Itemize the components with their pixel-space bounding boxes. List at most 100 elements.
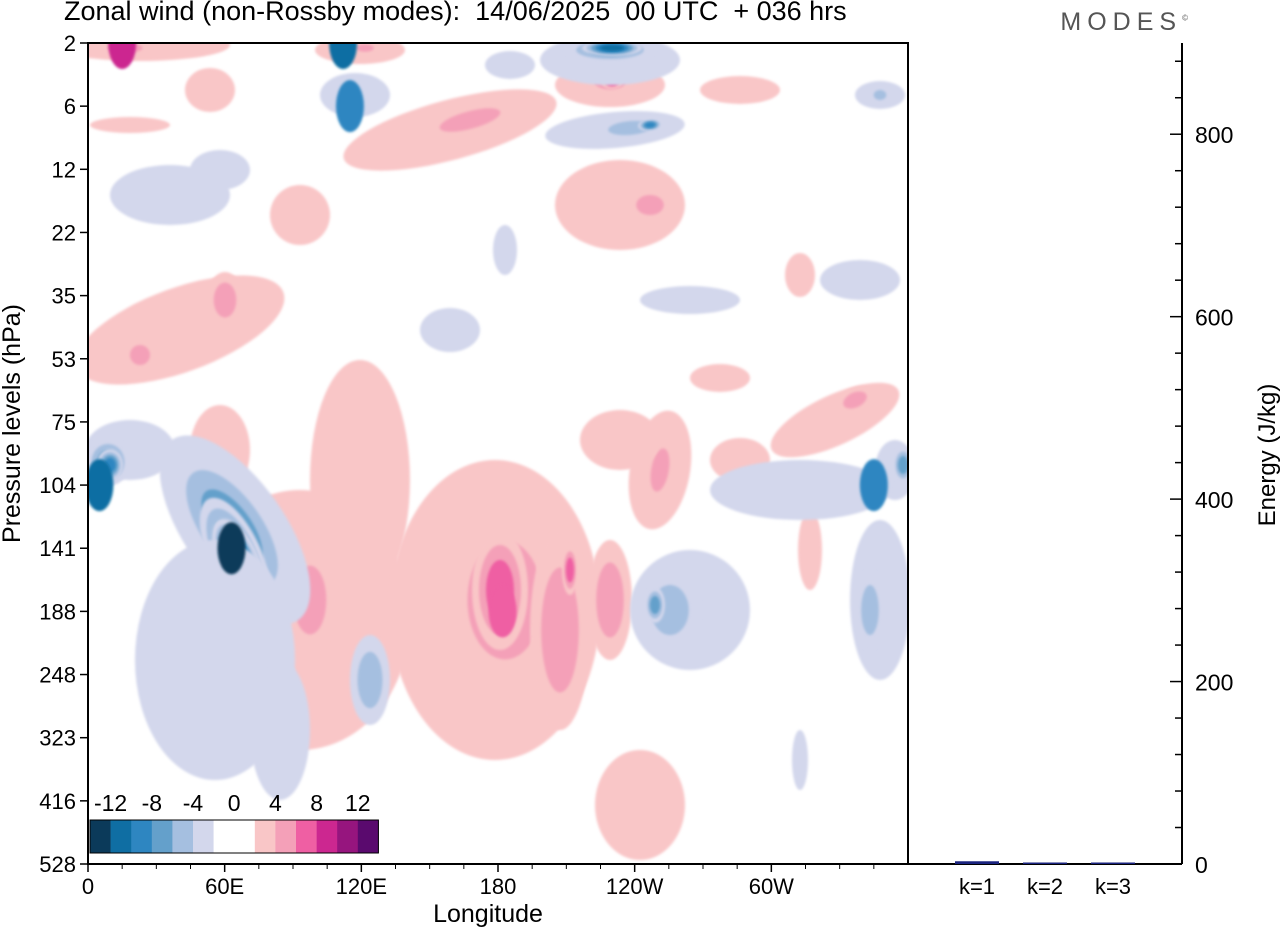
- contour-blob: [110, 165, 230, 225]
- colorbar-swatch: [234, 820, 256, 853]
- x-axis-label: Longitude: [433, 900, 543, 928]
- wind-extremum: [335, 80, 364, 133]
- y-tick-label: 2: [64, 31, 76, 56]
- y-tick-label: 75: [52, 410, 76, 435]
- contour-blob: [555, 160, 685, 250]
- contour-blob: [185, 68, 235, 112]
- contour-blob: [792, 730, 808, 790]
- wind-extremum: [859, 459, 888, 512]
- colorbar-swatch: [337, 820, 359, 853]
- contour-blob: [493, 225, 517, 275]
- contour-blob: [690, 364, 750, 392]
- colorbar-border: [89, 819, 379, 854]
- contour-blob: [644, 122, 656, 128]
- contour-blob: [213, 282, 237, 318]
- energy-tick-label: 0: [1195, 852, 1208, 878]
- contour-blob: [785, 253, 815, 297]
- energy-bar: [1091, 862, 1135, 864]
- contour-blob: [310, 360, 410, 600]
- contour-blob: [541, 567, 579, 693]
- energy-tick-label: 400: [1195, 487, 1233, 513]
- colorbar-label: -8: [142, 790, 162, 816]
- contour-blob: [843, 391, 867, 409]
- energy-category-label: k=3: [1095, 874, 1131, 899]
- energy-bar: [1023, 862, 1067, 864]
- logo-mark: ©: [1182, 13, 1188, 23]
- energy-bar: [955, 861, 999, 864]
- y-tick-label: 248: [39, 663, 76, 688]
- y-tick-label: 22: [52, 220, 76, 245]
- wind-field: [88, 0, 908, 860]
- contour-blob: [640, 286, 740, 314]
- contour-blob: [636, 195, 664, 215]
- contour-blob: [357, 651, 383, 709]
- x-tick-label: 120E: [336, 874, 387, 899]
- y-tick-label: 323: [39, 726, 76, 751]
- y-tick-label: 416: [39, 789, 76, 814]
- energy-panel: 0 200 400 600 800 Energy (J/kg) k=1 k=2 k=3: [908, 43, 1280, 899]
- colorbar-swatch: [213, 820, 235, 853]
- colorbar-label: 8: [310, 790, 323, 816]
- contour-blob: [820, 260, 900, 300]
- energy-tick-label: 800: [1195, 122, 1233, 148]
- x-tick-label: 180: [480, 874, 517, 899]
- chart-title: Zonal wind (non-Rossby modes): 14/06/202…: [64, 0, 847, 26]
- contour-blob: [485, 51, 535, 79]
- x-tick-label: 60E: [205, 874, 244, 899]
- contour-blob: [898, 456, 908, 474]
- contour-blob: [700, 76, 780, 104]
- wind-extremum: [488, 585, 517, 638]
- contour-blob: [595, 750, 685, 860]
- x-tick-label: 60W: [749, 874, 794, 899]
- y-tick-label: 53: [52, 347, 76, 372]
- contour-blob: [420, 308, 480, 352]
- energy-tick-label: 600: [1195, 305, 1233, 331]
- colorbar-label: 12: [345, 790, 371, 816]
- colorbar-swatch: [296, 820, 317, 853]
- wind-extremum: [88, 459, 114, 512]
- colorbar-swatch: [316, 820, 338, 853]
- colorbar-swatch: [254, 820, 276, 853]
- wind-extremum: [329, 43, 358, 69]
- contour-blob: [580, 410, 660, 470]
- y-tick-label: 12: [52, 157, 76, 182]
- contour-blob: [270, 185, 330, 245]
- colorbar-swatch: [275, 820, 297, 853]
- contour-blob: [130, 345, 150, 365]
- y-tick-label: 6: [64, 94, 76, 119]
- contour-blob: [873, 90, 887, 100]
- modes-logo: MODES©: [1060, 8, 1188, 37]
- colorbar-swatch: [90, 820, 111, 853]
- wind-extremum: [217, 522, 246, 575]
- y-tick-label: 104: [39, 473, 76, 498]
- logo-text: MODES: [1060, 8, 1183, 36]
- colorbar-swatch: [193, 820, 214, 853]
- contour-blob: [439, 108, 501, 132]
- energy-category-label: k=1: [959, 874, 995, 899]
- contour-blob: [596, 562, 624, 638]
- y-tick-label: 188: [39, 599, 76, 624]
- colorbar-swatch: [131, 820, 153, 853]
- contour-blob: [798, 510, 822, 590]
- colorbar-label: -4: [183, 790, 204, 816]
- x-tick-label: 120W: [606, 874, 664, 899]
- y-tick-label: 528: [39, 852, 76, 877]
- colorbar-swatch: [110, 820, 132, 853]
- contour-blob: [356, 44, 374, 52]
- contour-blob: [250, 660, 310, 800]
- colorbar: -12 -8 -4 0 4 8 12: [89, 790, 379, 854]
- energy-axis-label: Energy (J/kg): [1254, 384, 1280, 527]
- contour-blob: [600, 44, 624, 52]
- wind-extremum: [598, 0, 626, 6]
- energy-category-label: k=2: [1027, 874, 1063, 899]
- contour-blob: [861, 585, 879, 635]
- colorbar-label: -12: [94, 790, 127, 816]
- y-axis-label: Pressure levels (hPa): [0, 304, 26, 543]
- y-tick-label: 141: [39, 536, 76, 561]
- colorbar-swatch: [151, 820, 173, 853]
- y-tick-label: 35: [52, 284, 76, 309]
- contour-blob: [90, 117, 170, 133]
- energy-tick-label: 200: [1195, 670, 1233, 696]
